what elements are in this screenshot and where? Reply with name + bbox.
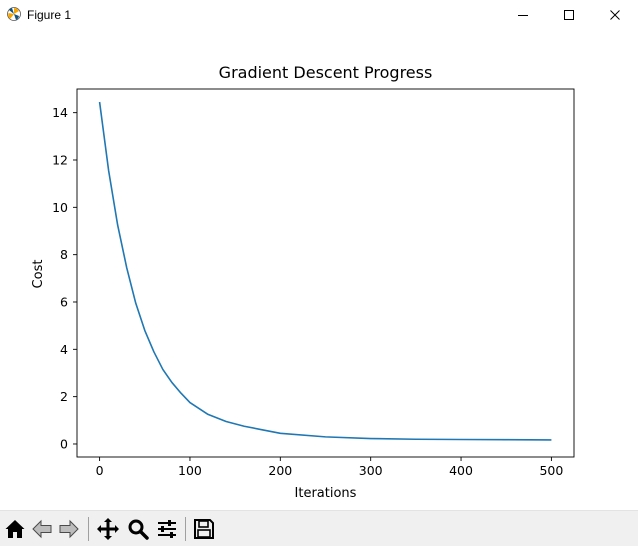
y-tick-label: 10: [52, 200, 68, 215]
y-tick-label: 0: [60, 436, 68, 451]
home-icon: [5, 520, 25, 538]
back-arrow-icon: [32, 519, 52, 539]
zoom-button[interactable]: [125, 516, 151, 542]
minimize-button[interactable]: [500, 0, 546, 30]
pan-icon: [97, 518, 119, 540]
chart-title: Gradient Descent Progress: [219, 63, 433, 82]
y-tick-label: 12: [52, 152, 68, 167]
x-tick-label: 300: [359, 463, 383, 478]
back-button[interactable]: [29, 516, 55, 542]
y-tick-label: 6: [60, 294, 68, 309]
forward-arrow-icon: [59, 519, 79, 539]
window-titlebar: Figure 1: [0, 0, 638, 30]
y-tick-label: 4: [60, 342, 68, 357]
zoom-icon: [128, 519, 149, 540]
window-title: Figure 1: [27, 8, 72, 22]
save-icon: [194, 519, 214, 539]
plot-frame: [76, 88, 575, 458]
y-tick-label: 8: [60, 247, 68, 262]
axes: 0 100 200 300 400 500 0 2 4 6 8 10 12 14: [52, 88, 575, 478]
chart: Gradient Descent Progress 0 100 200 300 400 5…: [31, 63, 575, 501]
x-tick-label: 0: [96, 463, 104, 478]
toolbar-separator: [185, 517, 186, 541]
forward-button[interactable]: [56, 516, 82, 542]
home-button[interactable]: [2, 516, 28, 542]
maximize-icon: [564, 10, 574, 20]
minimize-icon: [518, 15, 528, 16]
x-tick-label: 500: [539, 463, 563, 478]
x-axis-label: Iterations: [295, 486, 357, 501]
configure-subplots-button[interactable]: [154, 516, 180, 542]
close-button[interactable]: [592, 0, 638, 30]
pan-button[interactable]: [95, 516, 121, 542]
x-tick-label: 200: [268, 463, 292, 478]
series-line-0: [98, 101, 552, 441]
x-tick-label: 400: [449, 463, 473, 478]
y-tick-label: 14: [52, 105, 68, 120]
maximize-button[interactable]: [546, 0, 592, 30]
x-tick-label: 100: [178, 463, 202, 478]
toolbar-separator: [88, 517, 89, 541]
y-tick-label: 2: [60, 389, 68, 404]
close-icon: [610, 10, 620, 20]
navigation-toolbar: [0, 510, 638, 546]
figure-canvas[interactable]: Gradient Descent Progress 0 100 200 300 400 5…: [0, 30, 638, 510]
matplotlib-logo-icon: [7, 7, 21, 21]
y-axis-label: Cost: [31, 260, 46, 289]
save-button[interactable]: [191, 516, 217, 542]
configure-subplots-icon: [158, 520, 176, 538]
